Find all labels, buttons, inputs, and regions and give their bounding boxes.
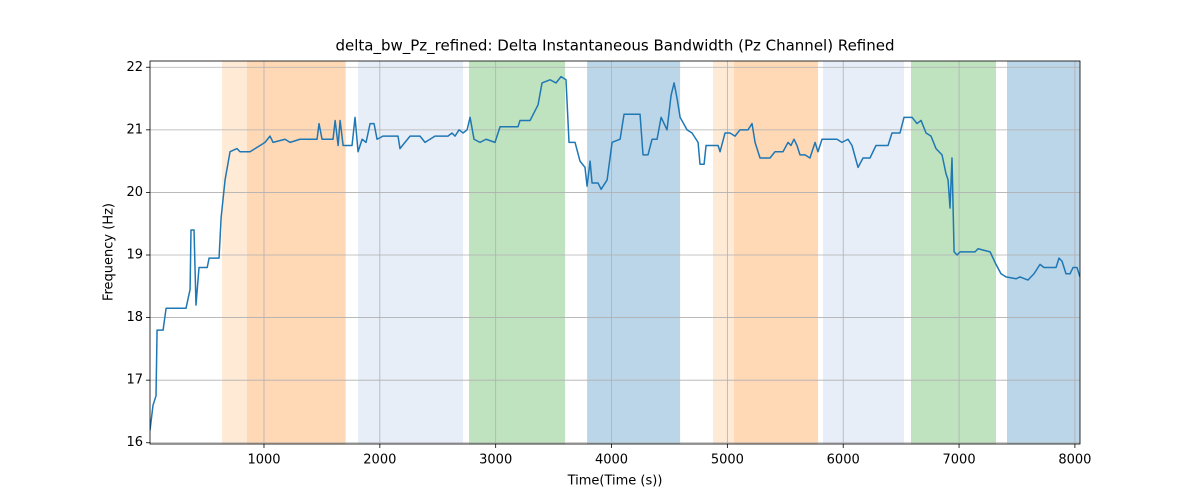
y-tick-label: 21: [126, 122, 143, 137]
y-axis-label: Frequency (Hz): [102, 203, 117, 301]
shaded-span: [469, 61, 566, 444]
shaded-span: [358, 61, 464, 444]
x-axis-label: Time(Time (s)): [567, 474, 663, 489]
shaded-span: [734, 61, 819, 444]
x-tick-label: 4000: [595, 453, 628, 468]
shaded-span: [587, 61, 681, 444]
shaded-span: [1007, 61, 1080, 444]
x-tick-label: 1000: [247, 453, 280, 468]
x-tick-label: 6000: [827, 453, 860, 468]
x-tick-label: 7000: [943, 453, 976, 468]
shaded-span: [823, 61, 905, 444]
shaded-span: [222, 61, 247, 444]
y-tick-label: 20: [126, 185, 143, 200]
y-tick-label: 16: [126, 435, 143, 450]
plot: [150, 75, 1080, 431]
y-tick-label: 19: [126, 248, 143, 263]
x-tick-label: 3000: [479, 453, 512, 468]
x-tick-label: 2000: [363, 453, 396, 468]
chart-title: delta_bw_Pz_refined: Delta Instantaneous…: [335, 37, 894, 56]
grid: [150, 61, 1080, 444]
y-tick-label: 22: [126, 60, 143, 75]
data-line: [150, 75, 1080, 431]
y-tick-label: 18: [126, 310, 143, 325]
x-tick-label: 8000: [1058, 453, 1091, 468]
x-tick-label: 5000: [711, 453, 744, 468]
shaded-span: [910, 61, 997, 444]
shaded-span: [713, 61, 735, 444]
y-tick-label: 17: [126, 373, 143, 388]
axes-frame: [149, 60, 1081, 445]
shaded-span: [246, 61, 346, 444]
